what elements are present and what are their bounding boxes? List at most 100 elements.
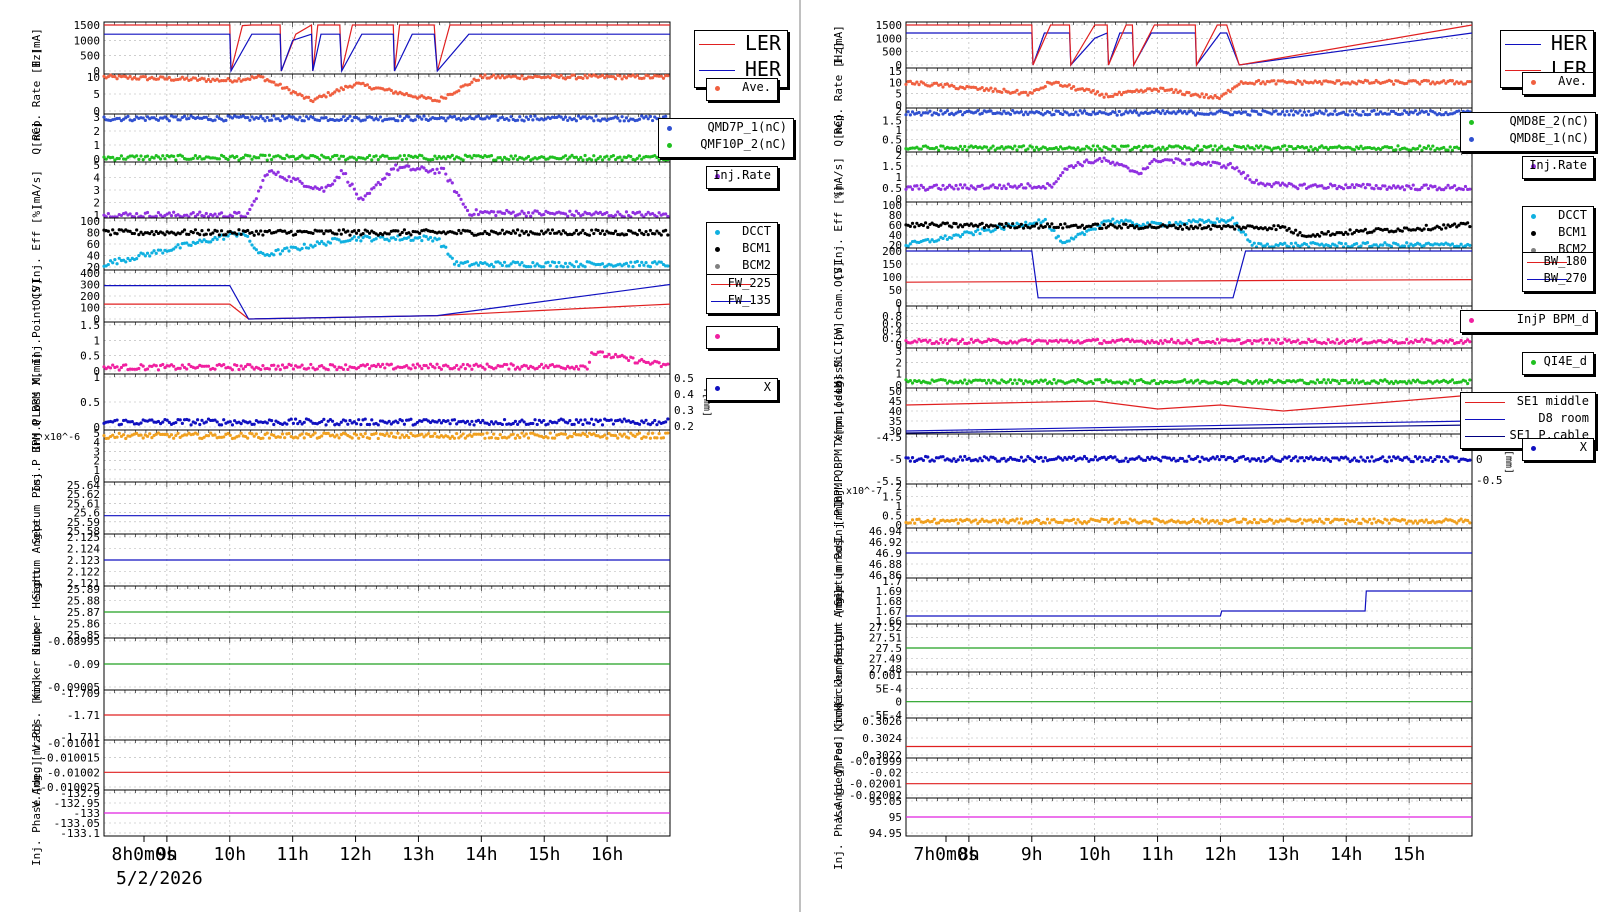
data-point [296,156,300,160]
data-point [513,436,518,440]
data-point [367,153,372,158]
data-point [1307,148,1311,152]
data-point [337,89,341,93]
data-point [572,231,576,235]
data-point [561,117,565,121]
data-point [518,367,522,371]
x-tick-label: 14h [465,844,498,865]
data-point [489,436,494,440]
data-point [624,155,629,160]
data-point [919,113,923,117]
data-point [917,187,921,191]
data-point [461,158,465,162]
data-point [520,431,524,435]
data-point [592,119,596,123]
data-point [339,169,343,173]
data-point [648,436,653,440]
data-point [354,231,359,235]
data-point [546,436,550,440]
data-point [1017,184,1021,188]
data-point [566,118,570,123]
data-point [237,210,241,215]
data-point [500,115,504,119]
y-axis-label: Q[nC] [30,121,43,154]
data-point [400,419,404,423]
data-point [204,79,208,83]
data-point [474,362,478,366]
data-point [594,418,598,422]
data-point [252,199,256,203]
data-point [135,154,139,158]
data-point [1324,145,1328,150]
data-point [646,74,650,78]
data-point [592,432,596,436]
data-point [531,118,535,122]
data-point [579,433,583,437]
data-point [494,76,498,80]
data-point [261,364,265,368]
y-tick-label: 25.59 [67,516,100,529]
data-point [921,81,926,85]
y-tick-label: 3 [93,111,100,124]
data-point [455,232,459,236]
data-point [526,154,531,159]
data-point [624,232,629,237]
data-point [1361,182,1365,186]
data-point [579,262,583,266]
data-point [352,187,356,191]
data-point [1102,95,1106,99]
data-point [191,211,195,215]
data-point [559,232,563,236]
data-point [1074,163,1078,168]
data-point [326,419,330,423]
data-point [376,233,380,237]
y-tick-label: 1 [93,139,100,152]
data-point [600,350,605,354]
y-tick-label: 500 [882,46,902,59]
data-point [566,214,570,218]
data-point [311,99,315,104]
data-point [248,154,252,158]
data-point [1228,90,1232,94]
data-point [1392,82,1396,86]
data-point [1261,182,1265,186]
data-point [161,362,165,367]
data-point [383,176,387,180]
y-tick-label: 100 [80,215,100,228]
data-point [389,422,393,426]
data-point [285,85,289,90]
data-point [1196,144,1200,148]
data-point [904,82,908,86]
data-point [987,148,991,152]
data-point [502,232,507,236]
data-point [119,213,124,218]
data-point [605,229,609,233]
data-point [563,367,568,371]
data-point [293,91,298,95]
data-point [376,362,380,366]
data-point [154,229,158,234]
data-point [154,364,158,368]
data-point [659,74,663,78]
data-point [394,163,398,167]
data-point [317,241,322,246]
data-point [1080,87,1084,91]
data-point [483,117,487,121]
y-tick-label: 80 [87,227,100,240]
data-point [594,352,598,357]
data-point [465,208,470,213]
data-point [389,362,393,366]
data-point [270,118,274,122]
data-point [178,77,182,81]
y-axis-label: I [mA] [832,25,845,65]
data-point [222,418,226,422]
data-point [1206,160,1211,164]
data-point [533,114,537,118]
y-tick-label: 3 [93,184,100,197]
data-point [341,115,346,119]
data-point [487,232,491,237]
data-point [185,433,189,437]
data-point [906,110,910,114]
y-axis-label: Loss M. Inj.Point [V] [30,278,43,417]
